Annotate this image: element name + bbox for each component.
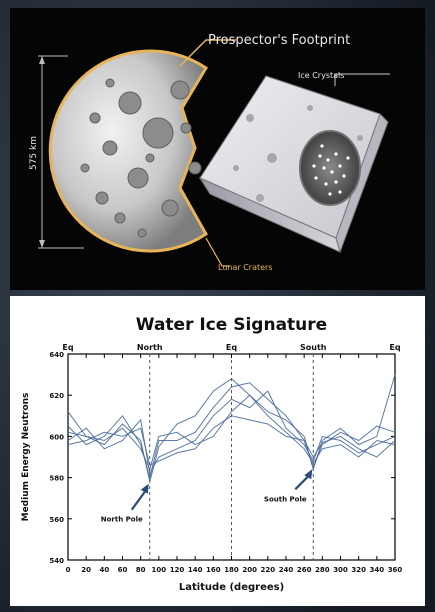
y-tick-label: 540 [49, 557, 64, 565]
top-axis-label: North [137, 343, 163, 352]
x-tick-label: 320 [351, 566, 366, 574]
dimension-label: 575 km [29, 136, 39, 170]
x-tick-label: 120 [170, 566, 185, 574]
x-tick-label: 20 [81, 566, 91, 574]
x-tick-label: 300 [333, 566, 348, 574]
y-tick-label: 620 [49, 392, 64, 400]
x-tick-label: 240 [279, 566, 294, 574]
y-tick-label: 580 [49, 475, 64, 483]
x-tick-label: 340 [370, 566, 385, 574]
ice-crystals-label: Ice Crystals [298, 71, 344, 80]
x-tick-label: 0 [66, 566, 71, 574]
annotation-arrowhead [304, 469, 313, 480]
prospector-footprint-diagram: 575 km [10, 8, 425, 290]
ice-crater [299, 130, 361, 206]
top-axis-label: South [300, 343, 327, 352]
data-series-line [67, 394, 396, 471]
x-tick-label: 60 [118, 566, 128, 574]
x-tick-label: 40 [99, 566, 109, 574]
top-axis-label: Eq [226, 343, 237, 352]
crater-wedge-block [198, 75, 389, 254]
water-ice-chart: Water Ice Signature 0 20 40 60 80 100 120 140 160… [21, 315, 403, 593]
annotation-label: North Pole [101, 516, 143, 524]
annotation-label: South Pole [264, 495, 307, 503]
x-tick-label: 140 [188, 566, 203, 574]
top-axis-label: Eq [389, 343, 400, 352]
y-tick-label: 640 [49, 351, 64, 359]
water-ice-chart-panel: Water Ice Signature 0 20 40 60 80 100 120 140 160… [10, 296, 425, 606]
chart-title: Water Ice Signature [136, 315, 327, 335]
data-series-line [67, 374, 396, 482]
y-tick-label: 560 [49, 516, 64, 524]
annotation-arrowhead [140, 483, 149, 494]
ice-crystals [312, 144, 350, 196]
moon-slice [48, 49, 209, 253]
data-series-line [67, 415, 396, 466]
x-tick-label: 160 [206, 566, 221, 574]
x-tick-label: 360 [388, 566, 403, 574]
y-tick-label: 600 [49, 433, 64, 441]
data-series-line [67, 382, 396, 480]
dimension-bracket [38, 55, 84, 249]
x-tick-label: 220 [261, 566, 276, 574]
lunar-craters [80, 78, 202, 238]
x-tick-label: 180 [224, 566, 239, 574]
ice-callout-line [334, 73, 390, 86]
y-axis-label: Medium Energy Neutrons [21, 393, 31, 522]
top-axis-label: Eq [62, 343, 73, 352]
x-tick-label: 200 [242, 566, 257, 574]
x-axis-label: Latitude (degrees) [179, 582, 284, 593]
title-callout-line [179, 39, 236, 67]
x-tick-label: 100 [152, 566, 167, 574]
crater-callout-line [205, 237, 230, 267]
lunar-craters-label: Lunar Craters [218, 263, 272, 272]
x-tick-label: 280 [315, 566, 330, 574]
x-tick-label: 80 [136, 566, 146, 574]
diagram-title: Prospector's Footprint [208, 33, 350, 48]
x-tick-label: 260 [297, 566, 312, 574]
